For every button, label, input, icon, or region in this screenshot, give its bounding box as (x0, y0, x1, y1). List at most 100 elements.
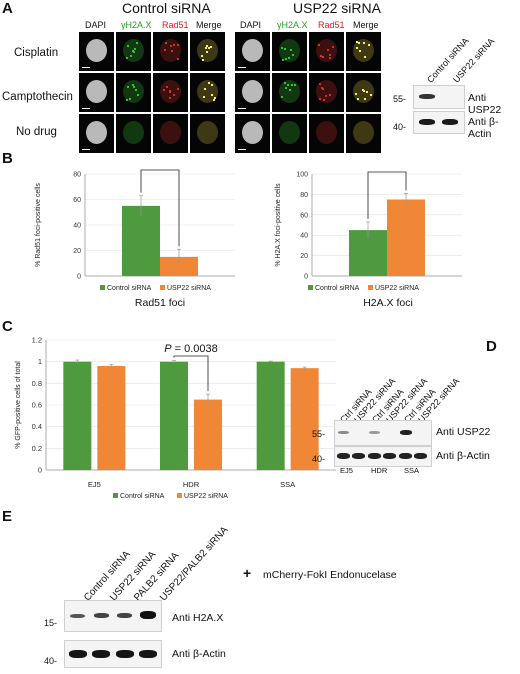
micrograph-tile (190, 114, 225, 153)
focus-dot (177, 58, 180, 61)
p-value: = 0.0021 (141, 168, 187, 169)
y-tick-label: 0 (38, 466, 42, 475)
band (369, 431, 380, 434)
channel-label-dapi: DAPI (240, 20, 262, 30)
focus-dot (169, 89, 172, 92)
micrograph-tile (309, 32, 344, 71)
channel-label-merge: Merge (353, 20, 379, 30)
channel-label-merge: Merge (196, 20, 222, 30)
actin-blot (334, 446, 432, 467)
focus-dot (129, 55, 132, 58)
cell-nucleus (86, 121, 107, 144)
cell-nucleus (316, 80, 337, 103)
y-tick-label: 0.8 (32, 379, 42, 388)
cell-nucleus (197, 121, 218, 144)
antibody-usp22: Anti USP22 (468, 92, 502, 116)
micrograph-tile (116, 32, 151, 71)
micrograph-tile (116, 114, 151, 153)
group-label-ej5: EJ5 (340, 466, 353, 475)
gfp-positive-chart: 0 0.2 0.4 0.6 0.8 1 1.2 % GFP-positive cells of… (15, 336, 336, 500)
x-tick-label: EJ5 (88, 480, 101, 489)
bar (122, 205, 160, 276)
focus-dot (127, 86, 130, 89)
y-tick-label: 80 (73, 172, 81, 179)
y-tick-label: 0.4 (32, 422, 42, 431)
band (399, 453, 412, 459)
panel-label-b: B (2, 150, 13, 167)
scale-bar (82, 67, 90, 68)
scale-bar (238, 108, 246, 109)
band (400, 430, 412, 435)
focus-dot (177, 44, 180, 47)
focus-dot (291, 54, 294, 57)
marker-40: 40- (44, 656, 58, 666)
cell-nucleus (279, 80, 300, 103)
focus-dot (169, 45, 172, 48)
micrograph-tile (190, 32, 225, 71)
focus-dot (128, 97, 131, 100)
focus-dot (172, 43, 175, 46)
focus-dot (362, 88, 365, 91)
marker-55: 55- (312, 429, 326, 439)
y-tick-label: 0 (77, 274, 81, 281)
focus-dot (320, 55, 322, 58)
band (337, 453, 350, 459)
significance-bracket (367, 171, 407, 219)
focus-dot (329, 53, 332, 56)
micrograph-tile (153, 32, 188, 71)
antibody-actin: Anti β-Actin (172, 648, 226, 660)
antibody-usp22: Anti USP22 (436, 426, 491, 438)
focus-dot (209, 46, 212, 49)
y-tick-label: 40 (73, 223, 81, 230)
cell-nucleus (279, 121, 300, 144)
focus-dot (323, 98, 326, 101)
scale-bar (82, 149, 90, 150)
focus-dot (290, 83, 293, 86)
micrograph-tile (190, 73, 225, 112)
treatment-label: mCherry-FokI Endonucelase (263, 569, 397, 581)
focus-dot (207, 46, 210, 49)
legend-label: USP22 siRNA (375, 285, 419, 292)
legend-label: Control siRNA (120, 493, 165, 500)
focus-dot (166, 86, 169, 89)
micrograph-tile (346, 73, 381, 112)
marker-40: 40- (312, 454, 326, 464)
p-value: = 0.0371 (368, 168, 414, 171)
panel-label-d: D (486, 338, 497, 355)
focus-dot (205, 50, 208, 53)
marker-40: 40- (393, 122, 407, 132)
focus-dot (363, 55, 366, 58)
band (338, 431, 349, 434)
significance-bracket (173, 355, 209, 392)
focus-dot (284, 87, 287, 90)
focus-dot (204, 88, 207, 91)
significance-bracket (140, 169, 180, 247)
focus-dot (169, 97, 172, 100)
micrograph-tile (79, 114, 114, 153)
focus-dot (332, 45, 335, 48)
micrograph-tile (153, 114, 188, 153)
bar (63, 361, 92, 470)
scale-bar (238, 149, 246, 150)
p-symbol: P (360, 168, 368, 171)
focus-dot (328, 56, 331, 59)
chart-title: Rad51 foci (135, 297, 185, 309)
antibody-actin: Anti β-Actin (468, 116, 499, 140)
band (140, 611, 156, 619)
focus-dot (359, 49, 362, 52)
legend-label: USP22 siRNA (167, 285, 211, 292)
micrograph-tile (79, 32, 114, 71)
y-tick-label: 1.2 (32, 336, 42, 345)
focus-dot (288, 56, 291, 59)
focus-dot (287, 83, 290, 86)
micrograph-tile (346, 32, 381, 71)
bar (387, 199, 425, 276)
focus-dot (210, 84, 213, 87)
focus-dot (172, 93, 175, 96)
h2ax-foci-chart: 0 20 40 60 80 100 % H2A.X foci-positive cells P… (275, 168, 462, 309)
focus-dot (126, 98, 129, 101)
micrograph-tile (272, 73, 307, 112)
micrograph-tile (79, 73, 114, 112)
micrograph-tile (235, 32, 270, 71)
focus-dot (281, 95, 284, 98)
